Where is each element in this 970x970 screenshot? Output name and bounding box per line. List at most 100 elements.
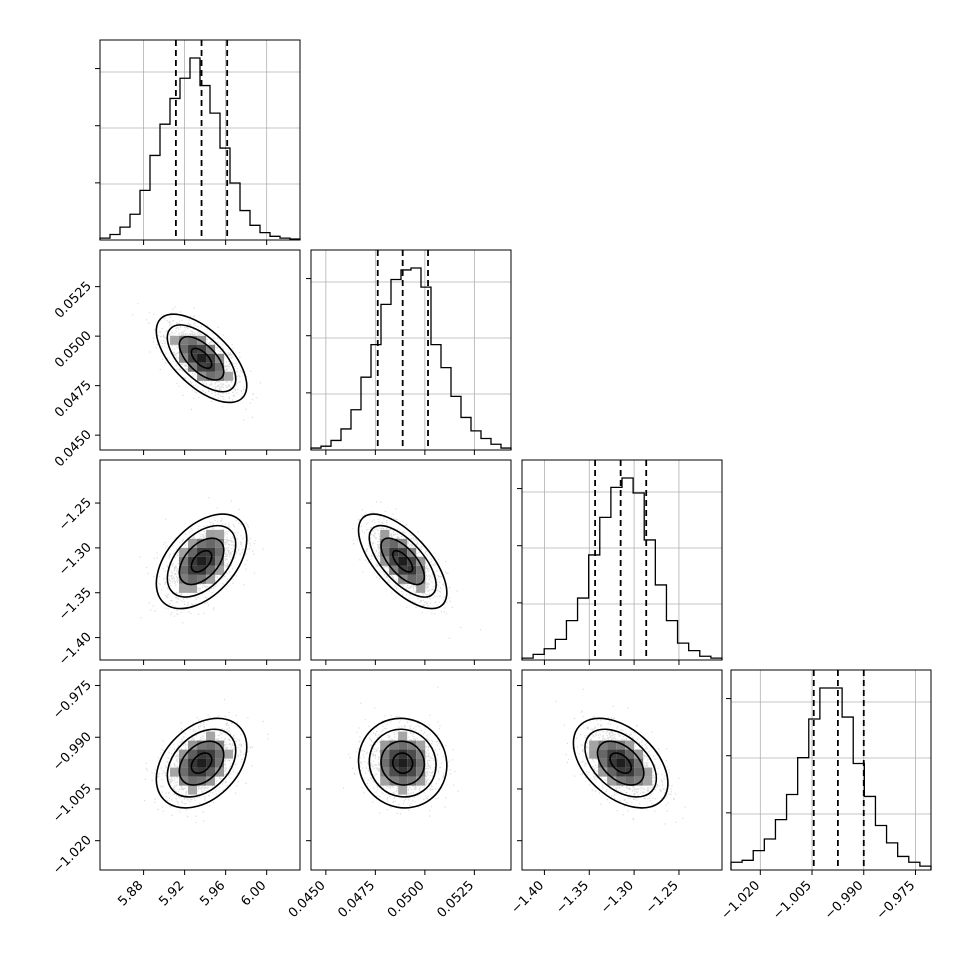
contour-level-4 [155, 717, 248, 809]
panel-frame [730, 669, 932, 871]
x-tick-label: 6.00 [238, 878, 269, 909]
y-tick-label: 0.0450 [52, 427, 95, 470]
density-p2-p4 [342, 686, 459, 817]
density-cell [380, 740, 390, 750]
density-cell [206, 353, 216, 363]
density-cell [407, 556, 417, 566]
density-cell [643, 767, 653, 777]
histogram-line [730, 687, 932, 870]
density-cell [416, 556, 426, 566]
density-cell [416, 740, 426, 750]
density-cell [389, 556, 399, 566]
density-cell [188, 538, 198, 548]
density-cell [179, 583, 189, 593]
density-cell [416, 749, 426, 759]
density-cell [380, 556, 390, 566]
density-cell [607, 767, 617, 777]
density-cell [215, 371, 225, 381]
density-cell [589, 749, 599, 759]
density-cell [407, 740, 417, 750]
density-cell [179, 758, 189, 768]
density-cell [188, 767, 198, 777]
contour-level-1 [190, 752, 213, 774]
density-cell [407, 758, 417, 768]
density-cell [179, 344, 189, 354]
density-cell [215, 538, 225, 548]
density-cell [398, 776, 408, 786]
density-cell [407, 749, 417, 759]
contour-level-2 [380, 740, 426, 786]
contour-level-2 [596, 740, 645, 786]
panel-frame [310, 249, 512, 451]
density-cell [179, 574, 189, 584]
density-cell [188, 776, 198, 786]
density-cell [634, 758, 644, 768]
histogram-p4 [730, 687, 932, 870]
density-cell [188, 749, 198, 759]
density-cell [188, 335, 198, 345]
contour-level-3 [166, 524, 237, 598]
contour-level-2 [178, 335, 225, 381]
density-cell [389, 740, 399, 750]
density-cell [380, 538, 390, 548]
histogram-line [99, 57, 301, 240]
density-cell [188, 547, 198, 557]
panel-frame [521, 459, 723, 661]
x-tick-label: 0.0475 [335, 878, 378, 921]
contour-level-2 [380, 537, 426, 586]
density-cell [416, 583, 426, 593]
density-cell [179, 556, 189, 566]
density-cell [634, 749, 644, 759]
density-cell [625, 740, 635, 750]
density-cell [188, 353, 198, 363]
y-tick-label: 0.0500 [52, 328, 95, 371]
panel-frame [310, 459, 512, 661]
x-tick-label: −1.30 [598, 878, 637, 917]
x-tick-label: 5.88 [115, 878, 146, 909]
contour-level-1 [609, 752, 633, 774]
density-cell [206, 740, 216, 750]
histogram-line [521, 477, 723, 660]
histogram-p2 [310, 267, 512, 450]
density-cell [389, 749, 399, 759]
x-tick-label: 0.0450 [286, 878, 329, 921]
x-tick-label: −1.020 [719, 878, 764, 923]
y-tick-label: −1.020 [50, 833, 95, 878]
density-cell [206, 767, 216, 777]
density-p1-p4 [143, 698, 269, 824]
x-tick-label: 5.96 [197, 878, 228, 909]
density-cell [598, 749, 608, 759]
density-cell [215, 767, 225, 777]
density-cell [389, 758, 399, 768]
density-cell [398, 740, 408, 750]
density-cell [224, 749, 234, 759]
density-cell [380, 767, 390, 777]
density-p3-p4 [555, 688, 686, 825]
density-cell [625, 749, 635, 759]
density-cell [598, 767, 608, 777]
density-cell [389, 538, 399, 548]
density-cell [634, 767, 644, 777]
density-cell [407, 776, 417, 786]
density-cell [215, 565, 225, 575]
y-tick-label: −1.35 [56, 585, 95, 624]
density-cell [643, 776, 653, 786]
scatter-points [352, 501, 482, 639]
contour-level-3 [584, 728, 658, 798]
density-cell [398, 731, 408, 741]
contour-level-2 [178, 537, 225, 586]
density-cell [589, 740, 599, 750]
density-cell [598, 758, 608, 768]
density-cell [215, 758, 225, 768]
density-cell [215, 529, 225, 539]
density-cell [188, 574, 198, 584]
contour-level-1 [391, 549, 414, 573]
density-cell [197, 740, 207, 750]
density-cell [206, 574, 216, 584]
density-cell [616, 776, 626, 786]
density-cell [215, 362, 225, 372]
contour-level-3 [368, 728, 437, 798]
x-tick-label: −1.005 [770, 878, 815, 923]
density-cell [416, 767, 426, 777]
density-cell [398, 565, 408, 575]
